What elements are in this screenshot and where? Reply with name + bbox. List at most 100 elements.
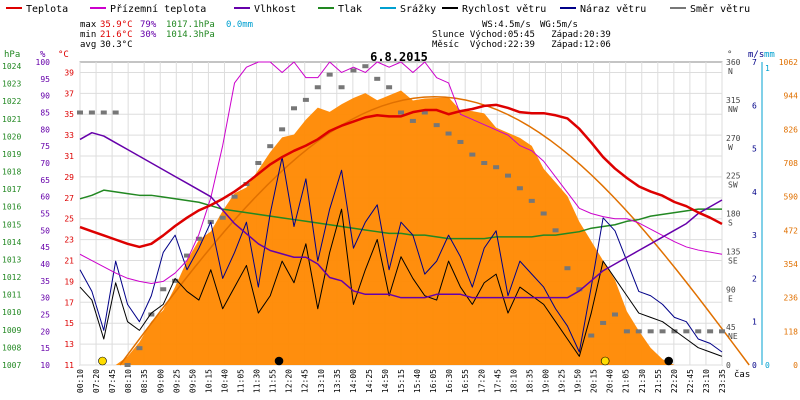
wind-direction-point <box>469 152 476 157</box>
time-tick-label: 17:20 <box>477 369 486 393</box>
temp-tick-label: 15 <box>64 319 74 328</box>
wind-direction-point <box>516 186 523 191</box>
pct-tick-label: 65 <box>40 176 50 185</box>
wind-direction-point <box>338 85 345 90</box>
legend: Teplota Přízemní teplota Vlhkost Tlak Sr… <box>6 3 750 15</box>
wind-direction-point <box>291 106 297 111</box>
sunset-marker <box>600 356 610 366</box>
wind-direction-point <box>457 139 464 144</box>
stats-block: max 35.9°C 79% 1017.1hPa 0.0mm min 21.6°… <box>80 20 253 50</box>
wind-direction-point <box>719 329 725 334</box>
hpa-tick-label: 1014 <box>2 238 21 247</box>
wind-direction-point <box>279 127 286 132</box>
pct-tick-label: 45 <box>40 243 50 252</box>
stat-min-temp: 21.6°C <box>100 30 133 40</box>
wind-direction-point <box>100 110 107 115</box>
solar-tick-label: 944 <box>784 92 799 101</box>
stat-max-press: 1017.1hPa <box>166 20 215 30</box>
wind-direction-point <box>505 173 511 178</box>
direction-tick-label: 225 <box>726 172 741 181</box>
svg-text:Směr větru: Směr větru <box>690 3 750 15</box>
wind-direction-point <box>302 97 309 102</box>
time-tick-label: 13:10 <box>317 369 326 393</box>
time-tick-label: 21:30 <box>638 369 647 393</box>
time-tick-label: 15:40 <box>413 369 422 393</box>
pct-tick-label: 20 <box>40 327 50 336</box>
solar-tick-label: 826 <box>784 125 799 134</box>
legend-item-smer: Směr větru <box>670 3 750 15</box>
time-tick-label: 09:00 <box>156 369 165 393</box>
hpa-tick-label: 1018 <box>2 168 21 177</box>
svg-text:Rychlost větru: Rychlost větru <box>462 3 546 15</box>
solar-tick-label: 354 <box>784 260 799 269</box>
wind-direction-point <box>255 161 262 165</box>
temp-tick-label: 11 <box>64 361 74 370</box>
wind-direction-point <box>398 110 404 115</box>
stat-avg-label: avg <box>80 40 96 50</box>
time-tick-label: 11:55 <box>269 369 278 393</box>
wind-speed-info: WS:4.5m/s <box>482 20 531 30</box>
wind-direction-point <box>350 68 357 73</box>
moon-info: Měsíc Východ:22:39 Západ:12:06 <box>432 40 611 50</box>
time-tick-label: 20:40 <box>606 369 615 393</box>
wind-tick-label: 6 <box>752 101 757 110</box>
stat-max-hum: 79% <box>140 20 157 30</box>
wind-direction-point <box>148 312 155 317</box>
time-tick-label: 12:45 <box>301 369 310 393</box>
time-tick-label: 16:55 <box>461 369 470 393</box>
solar-tick-label: 0 <box>793 361 798 370</box>
axis-ticks: 00:10 07:20 07:45 08:10 08:35 09:00 09:25 09:50… <box>2 58 798 393</box>
temp-tick-label: 23 <box>64 236 74 245</box>
mm-unit-label: mm <box>764 50 775 60</box>
time-tick-label: 10:15 <box>204 369 213 393</box>
wind-tick-label: 2 <box>752 274 757 283</box>
svg-text:Tlak: Tlak <box>338 4 362 15</box>
wind-direction-point <box>623 329 630 334</box>
ms-unit-label: m/s <box>748 50 764 60</box>
wind-gust-info: WG:5m/s <box>540 20 578 30</box>
wind-direction-point <box>671 329 678 334</box>
time-unit-label: čas <box>734 369 750 380</box>
time-tick-label: 11:05 <box>237 369 246 393</box>
direction-tick-label: 180 <box>726 210 741 219</box>
wind-tick-label: 4 <box>752 188 757 197</box>
wind-direction-point <box>314 85 321 90</box>
pct-tick-label: 60 <box>40 193 50 202</box>
time-tick-label: 23:35 <box>718 369 727 393</box>
wind-direction-point <box>528 198 535 203</box>
pct-unit-label: % <box>40 50 46 60</box>
hpa-unit-label: hPa <box>4 50 20 60</box>
wind-tick-label: 3 <box>752 231 757 240</box>
time-tick-label: 19:00 <box>541 369 550 393</box>
pct-tick-label: 70 <box>40 159 50 168</box>
pct-tick-label: 80 <box>40 125 50 134</box>
rain-tick-label: 1 <box>765 64 770 73</box>
direction-tick-label: 90 <box>726 285 736 294</box>
legend-item-vlhkost: Vlhkost <box>234 4 296 15</box>
time-tick-label: 18:10 <box>509 369 518 393</box>
wind-direction-point <box>231 194 238 199</box>
wind-gust-line <box>79 156 723 353</box>
stat-min-press: 1014.3hPa <box>166 30 215 40</box>
temp-tick-label: 21 <box>64 257 74 266</box>
time-tick-label: 08:35 <box>140 369 149 393</box>
legend-item-naraz: Náraz větru <box>560 3 646 15</box>
wind-direction-point <box>409 118 416 123</box>
time-tick-label: 15:15 <box>397 369 406 393</box>
direction-name-label: N <box>728 67 733 76</box>
pct-tick-label: 50 <box>40 226 50 235</box>
wind-direction-point <box>564 266 571 271</box>
svg-text:Náraz větru: Náraz větru <box>580 3 646 15</box>
svg-text:Srážky: Srážky <box>400 3 436 15</box>
wind-direction-point <box>77 110 83 115</box>
svg-text:Přízemní teplota: Přízemní teplota <box>110 3 206 15</box>
hpa-tick-label: 1009 <box>2 326 21 335</box>
wind-direction-point <box>540 211 547 216</box>
wind-direction-point <box>219 215 226 220</box>
time-tick-label: 14:25 <box>365 369 374 393</box>
humidity-line <box>79 131 723 299</box>
direction-name-label: S <box>728 219 733 228</box>
time-tick-label: 22:20 <box>670 369 679 393</box>
wind-direction-point <box>421 110 428 115</box>
